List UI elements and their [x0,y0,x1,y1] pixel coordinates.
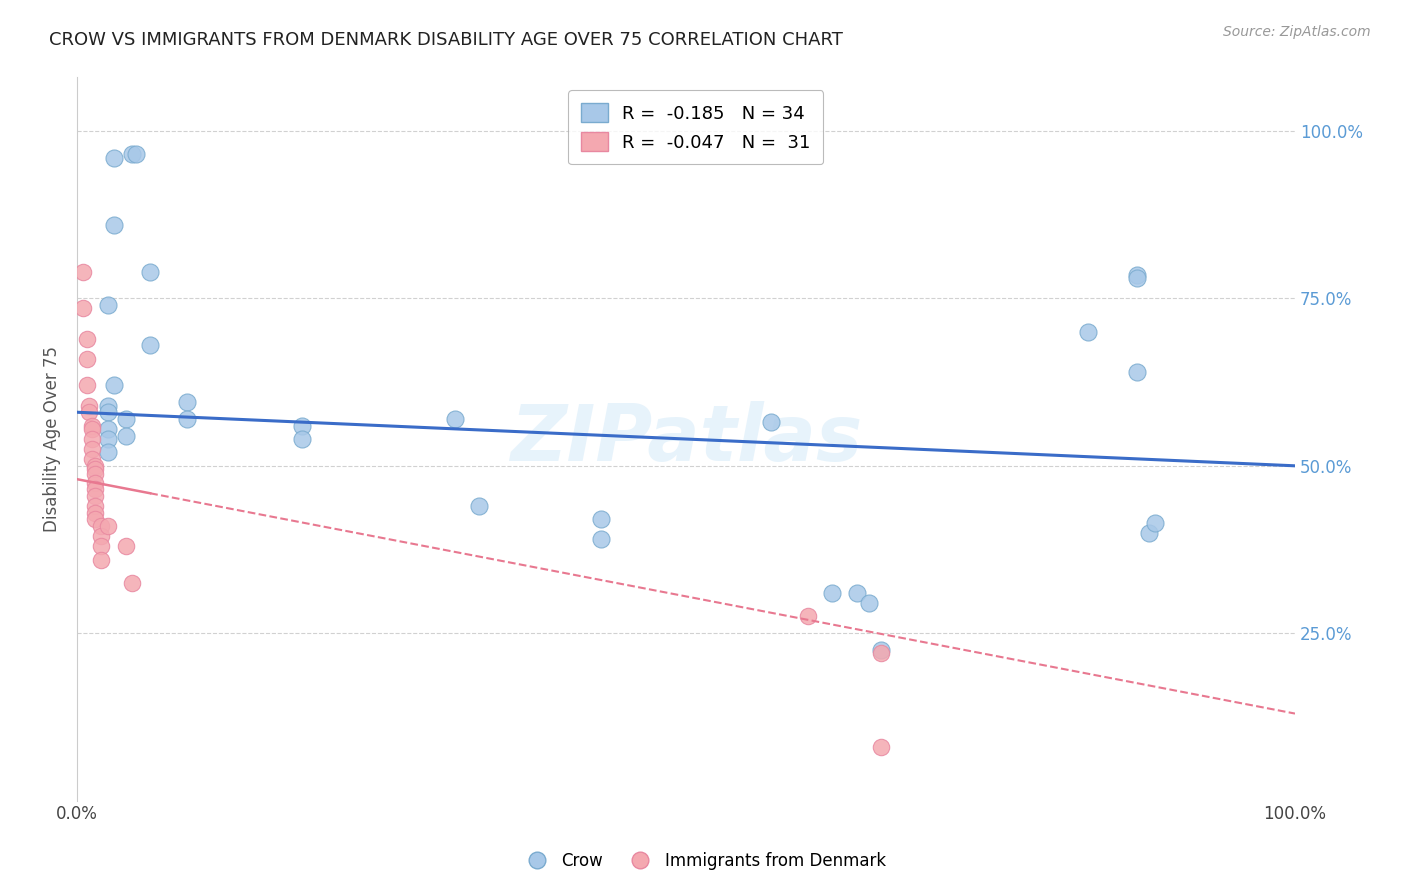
Point [443,412,465,426]
Point [291,432,314,446]
Legend: R =  -0.185   N = 34, R =  -0.047   N =  31: R = -0.185 N = 34, R = -0.047 N = 31 [568,90,823,164]
Y-axis label: Disability Age Over 75: Disability Age Over 75 [44,346,60,532]
Point [139,265,162,279]
Point [114,428,136,442]
Point [121,576,143,591]
Point [1125,365,1147,379]
Point [103,151,125,165]
Point [821,586,844,600]
Point [84,458,107,473]
Point [77,399,100,413]
Point [96,405,118,419]
Point [870,643,893,657]
Point [797,609,820,624]
Point [96,399,118,413]
Point [291,418,314,433]
Point [90,529,112,543]
Point [84,475,107,490]
Point [80,442,103,456]
Point [76,351,98,366]
Point [1125,271,1147,285]
Point [80,432,103,446]
Point [80,422,103,436]
Point [1125,268,1147,282]
Text: CROW VS IMMIGRANTS FROM DENMARK DISABILITY AGE OVER 75 CORRELATION CHART: CROW VS IMMIGRANTS FROM DENMARK DISABILI… [49,31,844,49]
Point [77,405,100,419]
Point [1077,325,1099,339]
Point [761,415,783,429]
Point [870,646,893,660]
Point [103,378,125,392]
Point [1143,516,1166,530]
Point [96,298,118,312]
Point [139,338,162,352]
Point [114,539,136,553]
Point [72,265,94,279]
Text: ZIPatlas: ZIPatlas [510,401,862,477]
Point [96,422,118,436]
Point [90,539,112,553]
Point [84,462,107,476]
Point [80,452,103,467]
Point [176,412,198,426]
Point [96,445,118,459]
Text: Source: ZipAtlas.com: Source: ZipAtlas.com [1223,25,1371,39]
Point [90,552,112,566]
Point [870,740,893,755]
Point [845,586,868,600]
Point [72,301,94,316]
Point [1137,525,1160,540]
Point [84,506,107,520]
Point [858,596,880,610]
Point [124,147,146,161]
Point [121,147,143,161]
Point [84,489,107,503]
Point [84,467,107,481]
Point [589,533,612,547]
Point [176,395,198,409]
Point [76,378,98,392]
Point [96,519,118,533]
Point [84,482,107,496]
Point [103,218,125,232]
Point [114,412,136,426]
Point [96,432,118,446]
Legend: Crow, Immigrants from Denmark: Crow, Immigrants from Denmark [513,846,893,877]
Point [76,332,98,346]
Point [84,512,107,526]
Point [468,499,491,513]
Point [589,512,612,526]
Point [90,519,112,533]
Point [84,499,107,513]
Point [80,418,103,433]
